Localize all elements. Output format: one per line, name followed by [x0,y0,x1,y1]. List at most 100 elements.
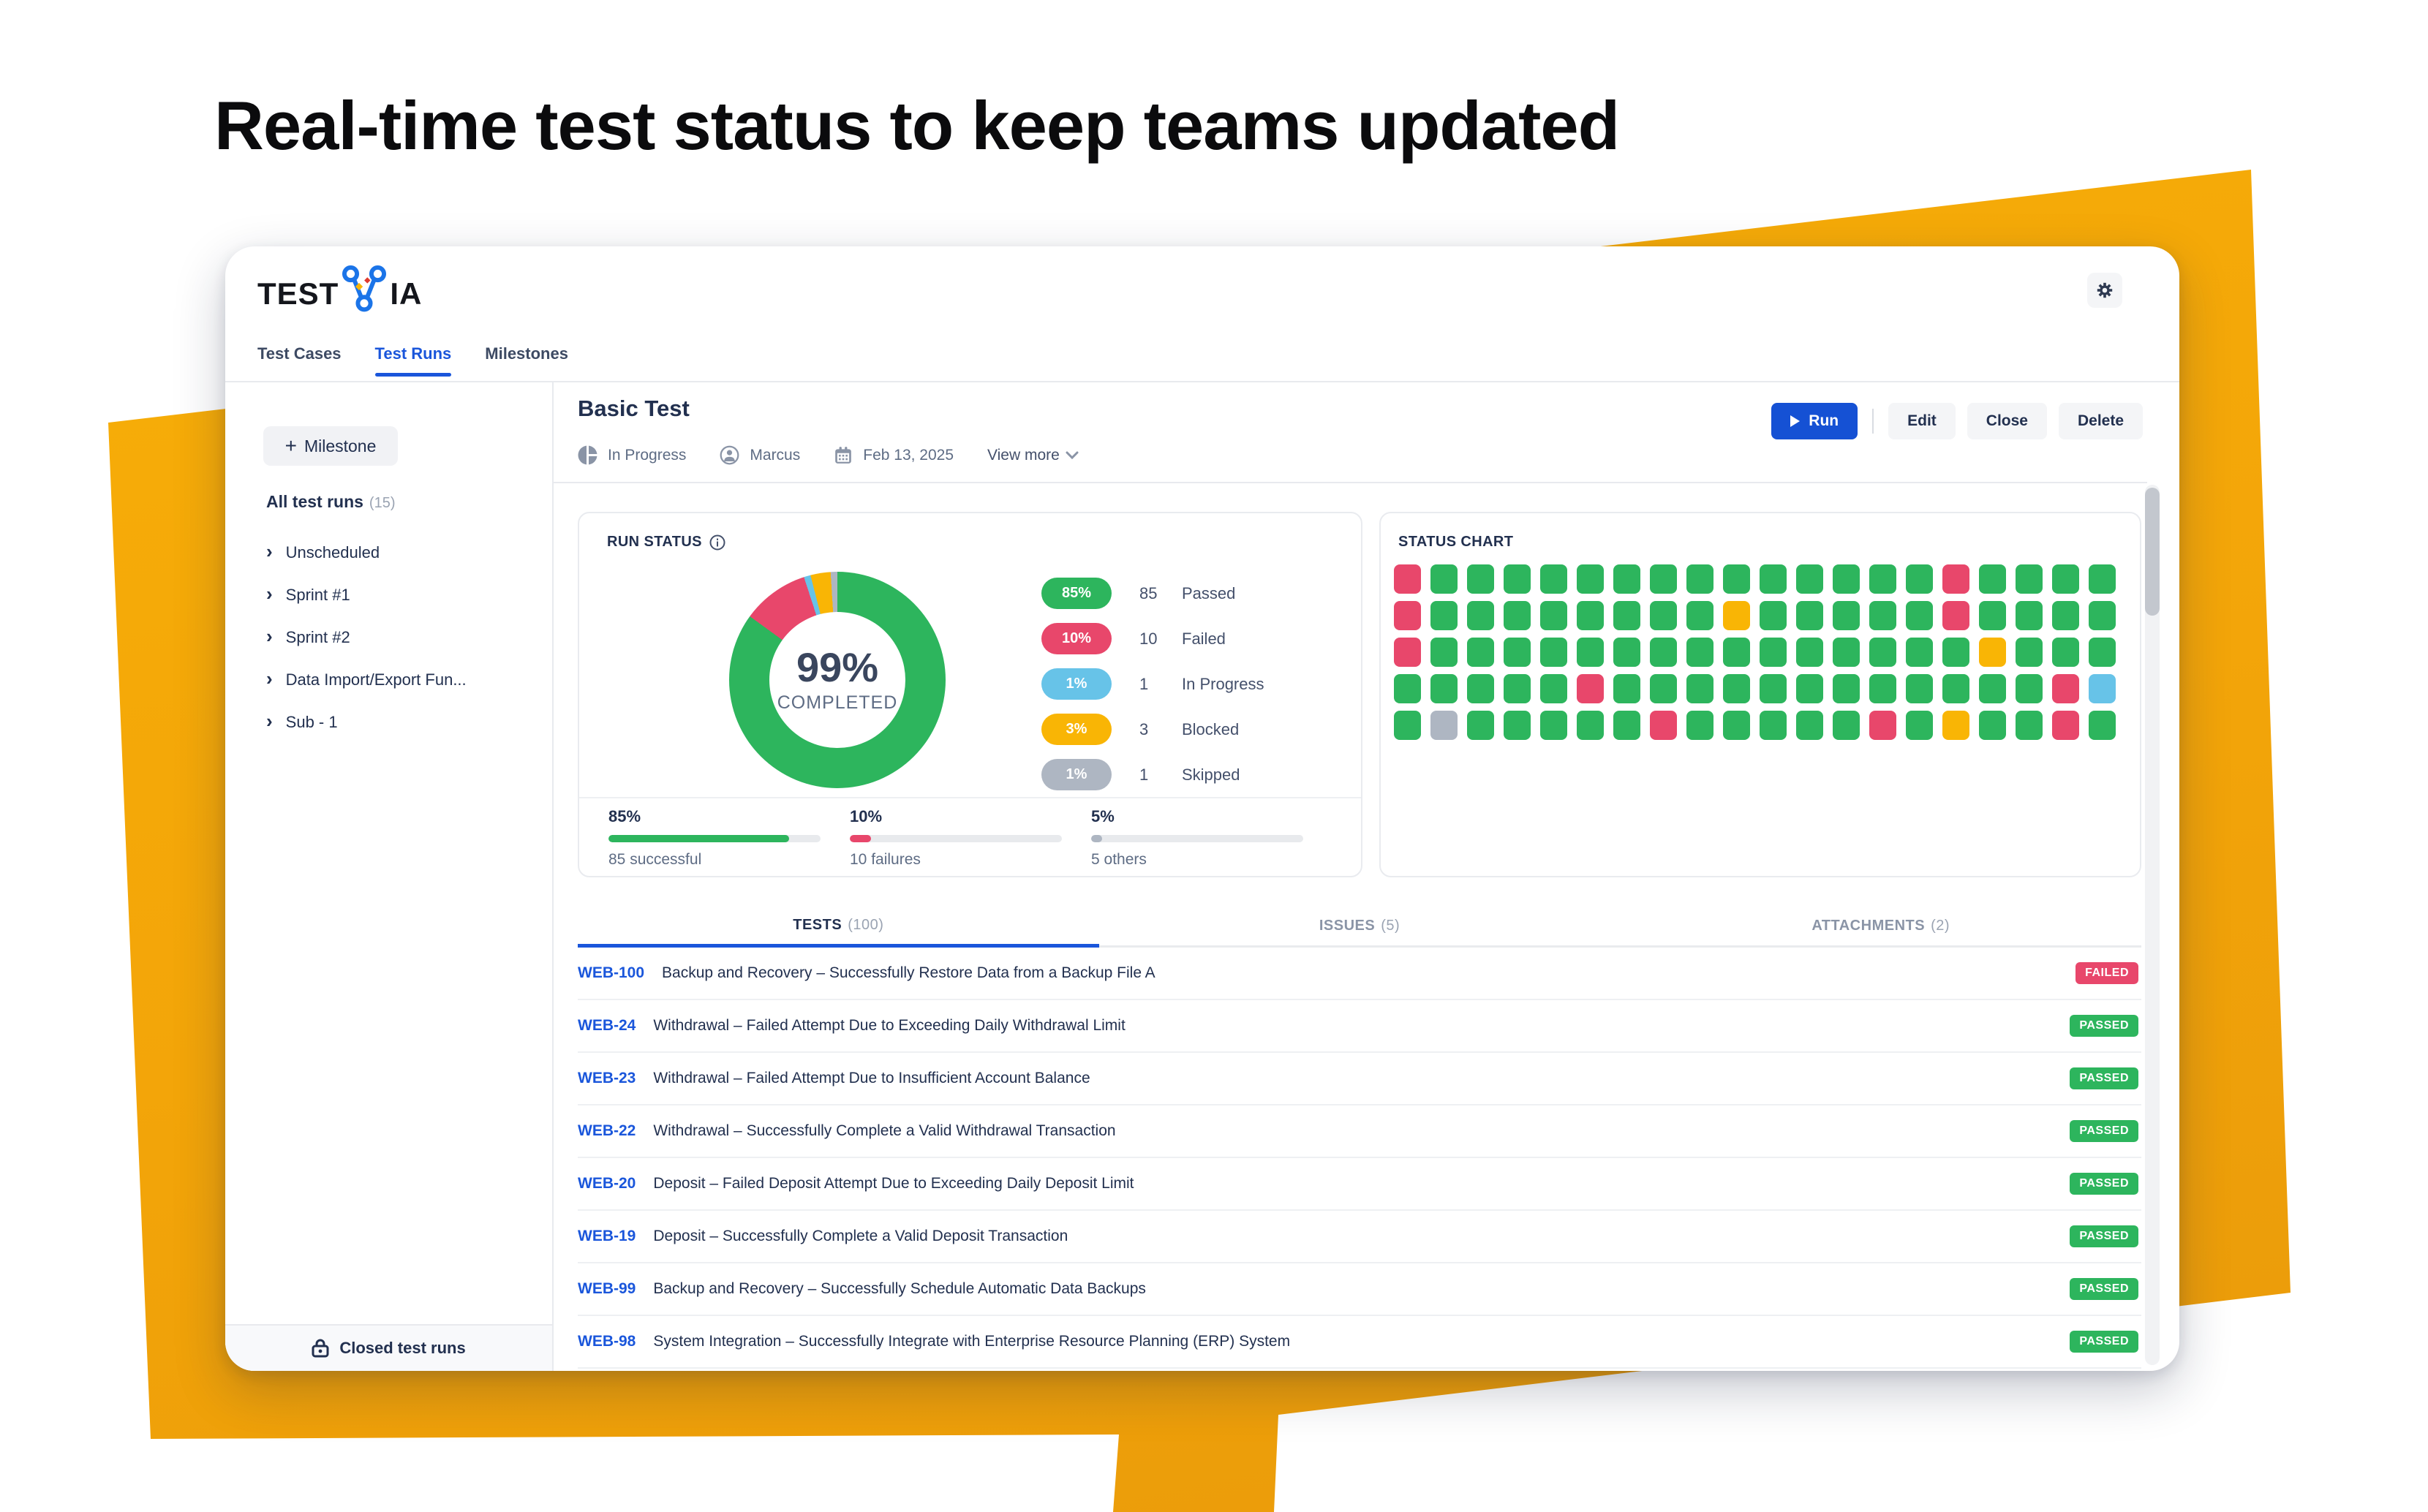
status-cell-blocked[interactable] [1942,711,1969,740]
sidebar-item-data-import-export-fun[interactable]: › Data Import/Export Fun... [225,659,552,701]
status-cell-in-progress[interactable] [2089,674,2116,703]
status-cell-passed[interactable] [1686,601,1713,630]
status-cell-passed[interactable] [1686,674,1713,703]
test-row[interactable]: WEB-24 Withdrawal – Failed Attempt Due to… [578,1000,2141,1053]
status-cell-passed[interactable] [1430,674,1458,703]
status-cell-passed[interactable] [1833,674,1860,703]
status-cell-passed[interactable] [1979,711,2006,740]
status-cell-passed[interactable] [2089,601,2116,630]
status-cell-passed[interactable] [1760,601,1787,630]
status-cell-failed[interactable] [1650,711,1677,740]
status-cell-passed[interactable] [1650,638,1677,667]
status-cell-passed[interactable] [1394,711,1421,740]
status-cell-passed[interactable] [1650,601,1677,630]
test-id-link[interactable]: WEB-19 [578,1228,636,1244]
status-cell-passed[interactable] [1869,638,1896,667]
sidebar-item-sprint-1[interactable]: › Sprint #1 [225,574,552,616]
closed-test-runs-button[interactable]: Closed test runs [225,1324,552,1371]
status-cell-passed[interactable] [1467,674,1494,703]
status-cell-passed[interactable] [1723,711,1750,740]
status-cell-passed[interactable] [1504,564,1531,594]
tests-tab-tests[interactable]: TESTS (100) [578,907,1099,948]
status-cell-passed[interactable] [1540,638,1567,667]
status-cell-passed[interactable] [1942,638,1969,667]
test-id-link[interactable]: WEB-99 [578,1280,636,1297]
settings-button[interactable] [2087,273,2122,308]
status-cell-passed[interactable] [1467,711,1494,740]
status-cell-passed[interactable] [1833,638,1860,667]
status-cell-passed[interactable] [1467,638,1494,667]
status-cell-passed[interactable] [1760,674,1787,703]
status-cell-passed[interactable] [1760,711,1787,740]
status-cell-passed[interactable] [2052,638,2079,667]
status-cell-blocked[interactable] [1723,601,1750,630]
test-row[interactable]: WEB-20 Deposit – Failed Deposit Attempt D… [578,1158,2141,1211]
tab-test-runs[interactable]: Test Runs [374,344,451,377]
delete-button[interactable]: Delete [2058,403,2143,439]
status-cell-failed[interactable] [1942,601,1969,630]
tab-test-cases[interactable]: Test Cases [257,344,342,363]
test-row[interactable]: WEB-22 Withdrawal – Successfully Complete… [578,1105,2141,1158]
status-cell-passed[interactable] [1686,638,1713,667]
status-cell-passed[interactable] [1833,564,1860,594]
status-cell-failed[interactable] [1869,711,1896,740]
status-cell-passed[interactable] [1942,674,1969,703]
status-cell-passed[interactable] [1577,711,1604,740]
status-cell-passed[interactable] [1650,564,1677,594]
status-cell-passed[interactable] [1760,638,1787,667]
edit-button[interactable]: Edit [1888,403,1956,439]
status-cell-passed[interactable] [1979,601,2006,630]
status-cell-passed[interactable] [1613,564,1640,594]
status-cell-passed[interactable] [1394,674,1421,703]
scrollbar-thumb[interactable] [2145,488,2160,616]
status-cell-failed[interactable] [2052,711,2079,740]
status-cell-passed[interactable] [1906,564,1933,594]
status-cell-passed[interactable] [2089,638,2116,667]
status-cell-passed[interactable] [1613,638,1640,667]
status-cell-passed[interactable] [1540,564,1567,594]
status-cell-passed[interactable] [1833,711,1860,740]
status-cell-passed[interactable] [2052,601,2079,630]
test-row[interactable]: WEB-99 Backup and Recovery – Successfully… [578,1263,2141,1316]
sidebar-item-sprint-2[interactable]: › Sprint #2 [225,616,552,659]
status-cell-passed[interactable] [2089,564,2116,594]
status-cell-passed[interactable] [1577,564,1604,594]
status-cell-passed[interactable] [1504,601,1531,630]
status-cell-passed[interactable] [1430,564,1458,594]
status-cell-passed[interactable] [1504,711,1531,740]
status-cell-passed[interactable] [1613,674,1640,703]
status-cell-blocked[interactable] [1979,638,2006,667]
status-cell-failed[interactable] [1394,601,1421,630]
status-cell-passed[interactable] [1723,674,1750,703]
status-cell-passed[interactable] [1577,601,1604,630]
status-cell-passed[interactable] [1906,638,1933,667]
status-cell-passed[interactable] [1833,601,1860,630]
view-more-button[interactable]: View more [987,447,1079,464]
test-id-link[interactable]: WEB-23 [578,1070,636,1086]
run-button[interactable]: Run [1771,403,1858,439]
status-cell-passed[interactable] [1906,601,1933,630]
status-cell-passed[interactable] [1430,638,1458,667]
status-cell-passed[interactable] [2089,711,2116,740]
status-cell-passed[interactable] [1613,601,1640,630]
status-cell-passed[interactable] [1869,564,1896,594]
status-cell-passed[interactable] [2016,601,2043,630]
status-cell-passed[interactable] [1723,564,1750,594]
tests-tab-attachments[interactable]: ATTACHMENTS (2) [1620,907,2142,948]
status-cell-passed[interactable] [1796,564,1823,594]
status-cell-failed[interactable] [2052,674,2079,703]
status-cell-failed[interactable] [1394,564,1421,594]
status-cell-passed[interactable] [1467,564,1494,594]
test-row[interactable]: WEB-23 Withdrawal – Failed Attempt Due to… [578,1053,2141,1105]
status-cell-passed[interactable] [1796,638,1823,667]
sidebar-item-all-test-runs[interactable]: All test runs (15) [266,492,396,512]
status-cell-passed[interactable] [1540,711,1567,740]
status-cell-passed[interactable] [2016,711,2043,740]
status-cell-failed[interactable] [1394,638,1421,667]
status-cell-passed[interactable] [1504,674,1531,703]
status-cell-passed[interactable] [1760,564,1787,594]
status-cell-passed[interactable] [1796,711,1823,740]
status-cell-passed[interactable] [1430,601,1458,630]
status-cell-passed[interactable] [1979,564,2006,594]
test-row[interactable]: WEB-19 Deposit – Successfully Complete a … [578,1211,2141,1263]
